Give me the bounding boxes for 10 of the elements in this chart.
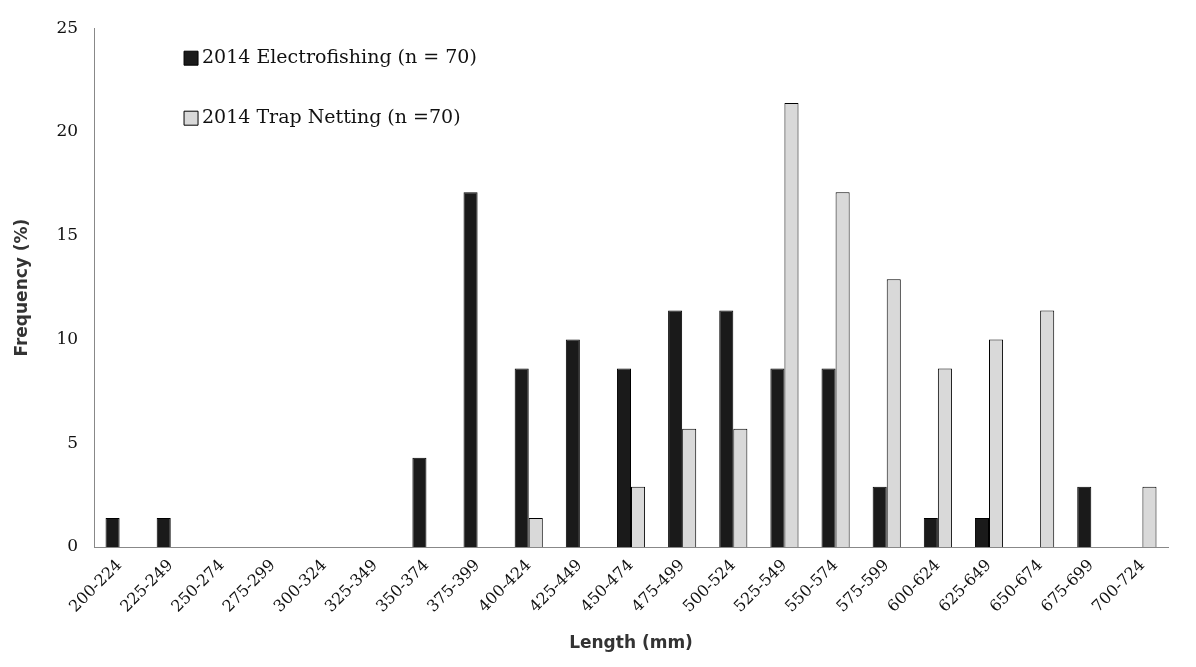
y-tick-label: 5 <box>67 431 79 452</box>
y-tick-label: 10 <box>56 327 79 348</box>
y-axis-title: Frequency (%) <box>10 218 31 357</box>
y-tick-label: 0 <box>67 535 79 556</box>
y-tick-label: 15 <box>56 224 79 245</box>
legend-label: 2014 Trap Netting (n =70) <box>202 105 461 128</box>
y-tick-label: 20 <box>56 120 79 141</box>
legend-label: 2014 Electrofishing (n = 70) <box>202 45 477 68</box>
x-axis-title: Length (mm) <box>569 632 693 653</box>
y-tick-label: 25 <box>56 16 79 37</box>
